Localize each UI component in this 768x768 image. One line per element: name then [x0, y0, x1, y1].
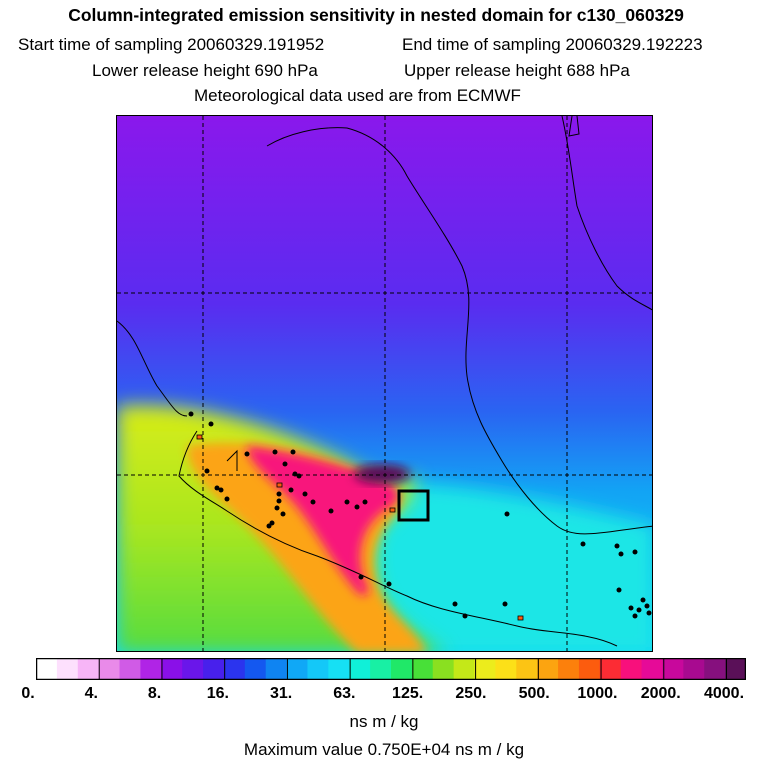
colorbar-swatch [265, 658, 288, 680]
colorbar-swatch [516, 658, 538, 680]
field-hotspot [354, 464, 410, 484]
graticule [117, 116, 652, 651]
colorbar-swatch [641, 658, 663, 680]
met-data-label: Meteorological data used are from ECMWF [194, 86, 521, 105]
colorbar-swatch [432, 658, 455, 680]
colorbar-swatch [56, 658, 79, 680]
point-sources-highlighted [196, 434, 524, 621]
start-time-label: Start time of sampling 20060329.191952 [18, 35, 325, 54]
colorbar-swatch [161, 658, 183, 680]
colorbar-swatch [36, 658, 58, 680]
colorbar-swatch [662, 658, 684, 680]
colorbar-swatch [140, 658, 162, 680]
upper-release-label: Upper release height 688 hPa [404, 61, 630, 80]
colorbar-tick-label: 8. [147, 685, 162, 702]
colorbar-swatch [704, 658, 726, 680]
colorbar-swatch [244, 658, 267, 680]
colorbar-tick-label: 500. [518, 685, 550, 702]
colorbar-border [35, 657, 747, 681]
colorbar-tick-label: 16. [206, 685, 229, 702]
colorbar-swatch [453, 658, 476, 680]
colorbar-swatch [683, 658, 705, 680]
colorbar-swatch [328, 658, 350, 680]
colorbar-tick-label: 125. [392, 685, 424, 702]
colorbar-swatch [599, 658, 622, 680]
plot-title: Column-integrated emission sensitivity i… [68, 5, 684, 25]
colorbar-swatch [411, 658, 434, 680]
colorbar-tick-label: 2000. [640, 685, 681, 702]
colorbar-swatch [203, 658, 225, 680]
field-plume-magenta [247, 446, 399, 596]
sensitivity-map [116, 115, 653, 652]
max-value-label: Maximum value 0.750E+04 ns m / kg [243, 740, 525, 759]
lower-release-label: Lower release height 690 hPa [92, 61, 318, 80]
colorbar-tick-label: 250. [455, 685, 487, 702]
coastlines [117, 116, 652, 647]
colorbar-swatch [286, 658, 308, 680]
point-sources [188, 411, 652, 619]
colorbar-swatch [558, 658, 580, 680]
map-svg [117, 116, 652, 651]
colorbar-tick-label: 4000. [703, 685, 745, 702]
colorbar-swatch [391, 658, 413, 680]
colorbar-swatch [370, 658, 392, 680]
colorbar-swatch [119, 658, 141, 680]
colorbar-swatch [98, 658, 121, 680]
receptor-box [397, 489, 430, 522]
colorbar-swatch [182, 658, 204, 680]
colorbar [35, 657, 747, 681]
colorbar-swatch [537, 658, 559, 680]
colorbar-tick-label: 63. [333, 685, 356, 702]
colorbar-tick-label: 31. [269, 685, 293, 702]
colorbar-swatch [307, 658, 329, 680]
colorbar-unit: ns m / kg [349, 712, 419, 731]
colorbar-swatch [620, 658, 643, 680]
colorbar-swatch [495, 658, 517, 680]
colorbar-swatch [725, 658, 747, 680]
colorbar-svg [35, 657, 747, 681]
field-cyan [357, 483, 652, 651]
colorbar-swatch [77, 658, 100, 680]
colorbar-swatch [578, 658, 601, 680]
colorbar-tick-label: 1000. [577, 685, 618, 702]
colorbar-tick-label: 4. [84, 685, 98, 702]
colorbar-swatch [474, 658, 496, 680]
colorbar-swatch [223, 658, 246, 680]
colorbar-tick-label: 0. [21, 685, 35, 702]
colorbar-swatch [349, 658, 371, 680]
end-time-label: End time of sampling 20060329.192223 [402, 35, 703, 54]
